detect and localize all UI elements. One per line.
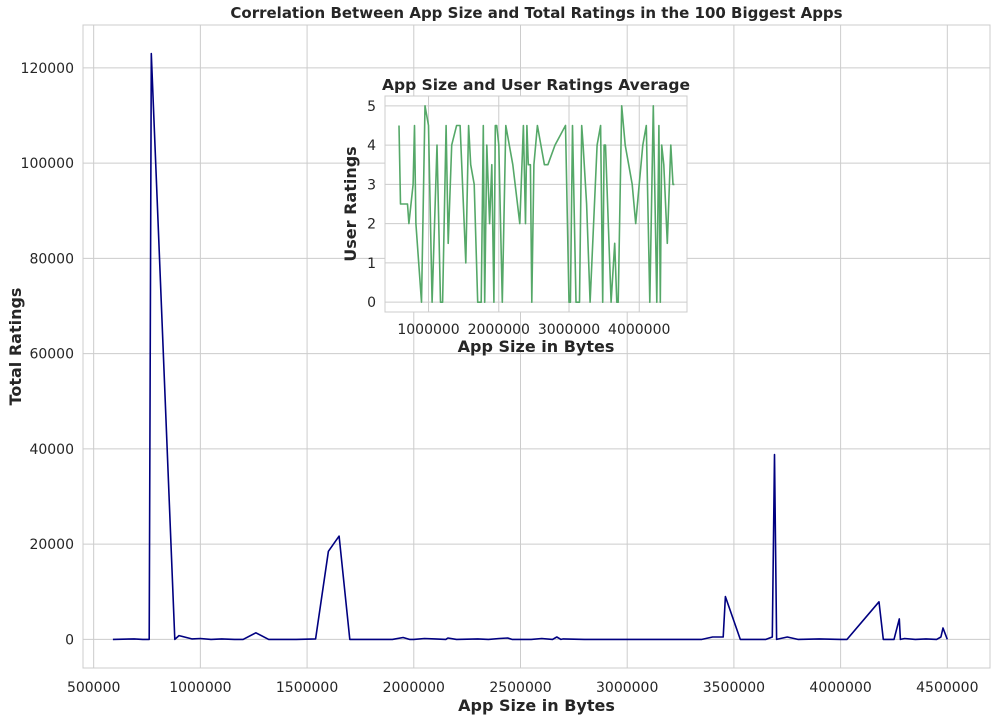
y-tick-label: 40000 (29, 442, 74, 458)
main-y-axis-label: Total Ratings (6, 288, 25, 406)
x-tick-label: 500000 (67, 680, 120, 696)
y-tick-label: 100000 (21, 156, 74, 172)
x-tick-label: 2500000 (489, 680, 551, 696)
y-tick-label: 20000 (29, 537, 74, 553)
x-tick-label: 1500000 (276, 680, 338, 696)
y-tick-label: 3 (367, 177, 376, 193)
inset-x-tick-labels: 1000000 2000000 3000000 4000000 (397, 322, 670, 338)
y-tick-label: 0 (65, 632, 74, 648)
x-tick-label: 1000000 (397, 322, 459, 338)
y-tick-label: 120000 (21, 61, 74, 77)
y-tick-label: 0 (367, 295, 376, 311)
inset-y-tick-labels: 0 1 2 3 4 5 (367, 99, 376, 311)
y-tick-label: 80000 (29, 251, 74, 267)
x-tick-label: 4500000 (916, 680, 978, 696)
x-tick-label: 4000000 (608, 322, 670, 338)
y-tick-label: 2 (367, 217, 376, 233)
inset-x-axis-label: App Size in Bytes (458, 337, 615, 356)
x-tick-label: 1000000 (169, 680, 231, 696)
inset-chart-title: App Size and User Ratings Average (382, 76, 690, 94)
main-x-axis-label: App Size in Bytes (458, 696, 615, 715)
y-tick-label: 5 (367, 99, 376, 115)
x-tick-label: 3000000 (596, 680, 658, 696)
y-tick-label: 4 (367, 138, 376, 154)
x-tick-label: 3500000 (703, 680, 765, 696)
x-tick-label: 2000000 (383, 680, 445, 696)
main-chart-title: Correlation Between App Size and Total R… (230, 4, 842, 22)
inset-chart: 1000000 2000000 3000000 4000000 0 1 2 3 4 5 App … (341, 76, 690, 356)
x-tick-label: 2000000 (468, 322, 530, 338)
inset-series-line (398, 105, 675, 303)
inset-y-axis-label: User Ratings (341, 146, 360, 261)
y-tick-label: 60000 (29, 347, 74, 363)
main-series-line (112, 52, 949, 641)
x-tick-label: 3000000 (538, 322, 600, 338)
y-tick-label: 1 (367, 256, 376, 272)
x-tick-label: 4000000 (809, 680, 871, 696)
main-y-tick-labels: 0 20000 40000 60000 80000 100000 120000 (21, 61, 74, 649)
main-x-tick-labels: 500000 1000000 1500000 2000000 2500000 300000… (67, 680, 979, 696)
